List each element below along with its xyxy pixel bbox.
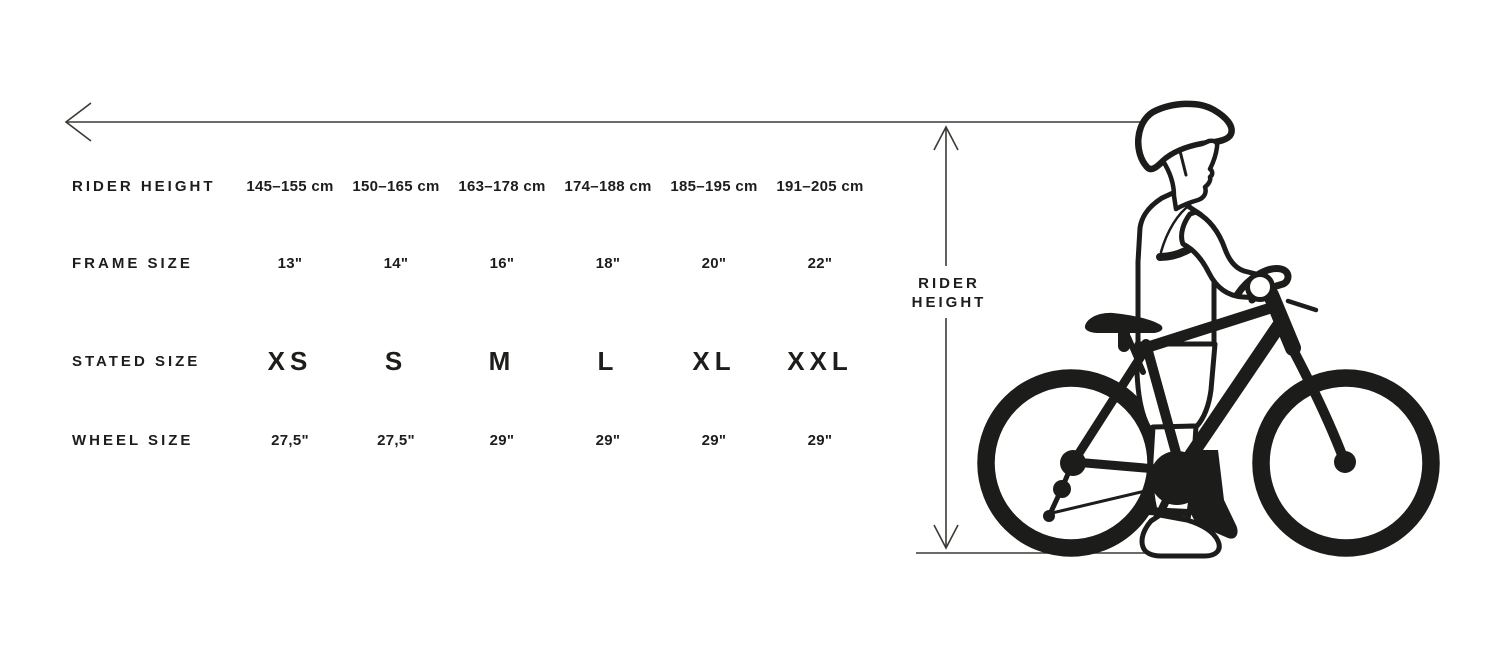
table-cell: S [384, 345, 408, 376]
row-label: FRAME SIZE [72, 254, 193, 272]
brake-lever [1285, 298, 1319, 313]
saddle [1084, 312, 1163, 333]
table-cell: 29" [807, 431, 833, 449]
table-cell: 16" [489, 254, 515, 272]
table-cell: 29" [489, 431, 515, 449]
table-cell: 185–195 cm [670, 177, 758, 195]
bike-solid-parts [1043, 312, 1356, 522]
table-cell: 29" [595, 431, 621, 449]
seatpost [1125, 334, 1146, 375]
table-row-wheel-size: WHEEL SIZE 27,5" 27,5" 29" 29" 29" 29" [72, 428, 873, 452]
seat-stay [1069, 342, 1152, 466]
derailleur-pulley-lower [1043, 510, 1055, 522]
table-cell: 13" [277, 254, 303, 272]
table-cell: 191–205 cm [776, 177, 864, 195]
table-row-frame-size: FRAME SIZE 13" 14" 16" 18" 20" 22" [72, 251, 873, 275]
rider-height-measure-label: RIDER HEIGHT [886, 274, 1012, 312]
table-cell: 29" [701, 431, 727, 449]
table-cell: L [597, 345, 619, 376]
measurement-lines [64, 102, 1193, 554]
table-cell: 22" [807, 254, 833, 272]
seat-tube [1141, 339, 1186, 476]
derailleur-pulley-upper [1053, 480, 1071, 498]
left-arrowhead-icon [64, 102, 92, 142]
table-cell: XS [267, 345, 313, 376]
head-tube [1263, 287, 1301, 356]
rider-shoe [1139, 512, 1222, 559]
row-label: STATED SIZE [72, 352, 201, 370]
chainring [1150, 451, 1204, 505]
table-cell: 174–188 cm [564, 177, 652, 195]
table-row-rider-height: RIDER HEIGHT 145–155 cm 150–165 cm 163–1… [72, 174, 873, 198]
rider-height-measure-label-line2: HEIGHT [911, 294, 987, 311]
front-hub [1334, 451, 1356, 473]
front-wheel [1252, 369, 1440, 557]
rider-height-measure-label-line1: RIDER [918, 275, 980, 292]
rider-head [1160, 138, 1220, 212]
table-cell: 163–178 cm [458, 177, 546, 195]
helmet-strap [1178, 149, 1188, 177]
down-arrowhead-icon [933, 524, 959, 550]
chain-top [1071, 457, 1162, 472]
pedal [1144, 507, 1192, 517]
chain-bottom [1050, 486, 1160, 515]
table-cell: 145–155 cm [246, 177, 334, 195]
table-cell: 18" [595, 254, 621, 272]
top-tube [1136, 300, 1283, 355]
row-label: WHEEL SIZE [72, 431, 194, 449]
rider-hand [1245, 272, 1275, 302]
table-cell: 14" [383, 254, 409, 272]
row-label: RIDER HEIGHT [72, 177, 216, 195]
shirt-seam [1159, 203, 1192, 254]
table-cell: 150–165 cm [352, 177, 440, 195]
table-row-stated-size: STATED SIZE XS S M L XL XXL [72, 343, 873, 379]
table-cell: 20" [701, 254, 727, 272]
table-cell: XXL [787, 345, 853, 376]
table-cell: M [488, 345, 516, 376]
table-cell: 27,5" [377, 431, 415, 449]
down-tube [1174, 317, 1287, 477]
table-cell: 27,5" [271, 431, 309, 449]
fork [1286, 341, 1349, 465]
table-cell: XL [692, 345, 736, 376]
up-arrowhead-icon [933, 125, 959, 151]
